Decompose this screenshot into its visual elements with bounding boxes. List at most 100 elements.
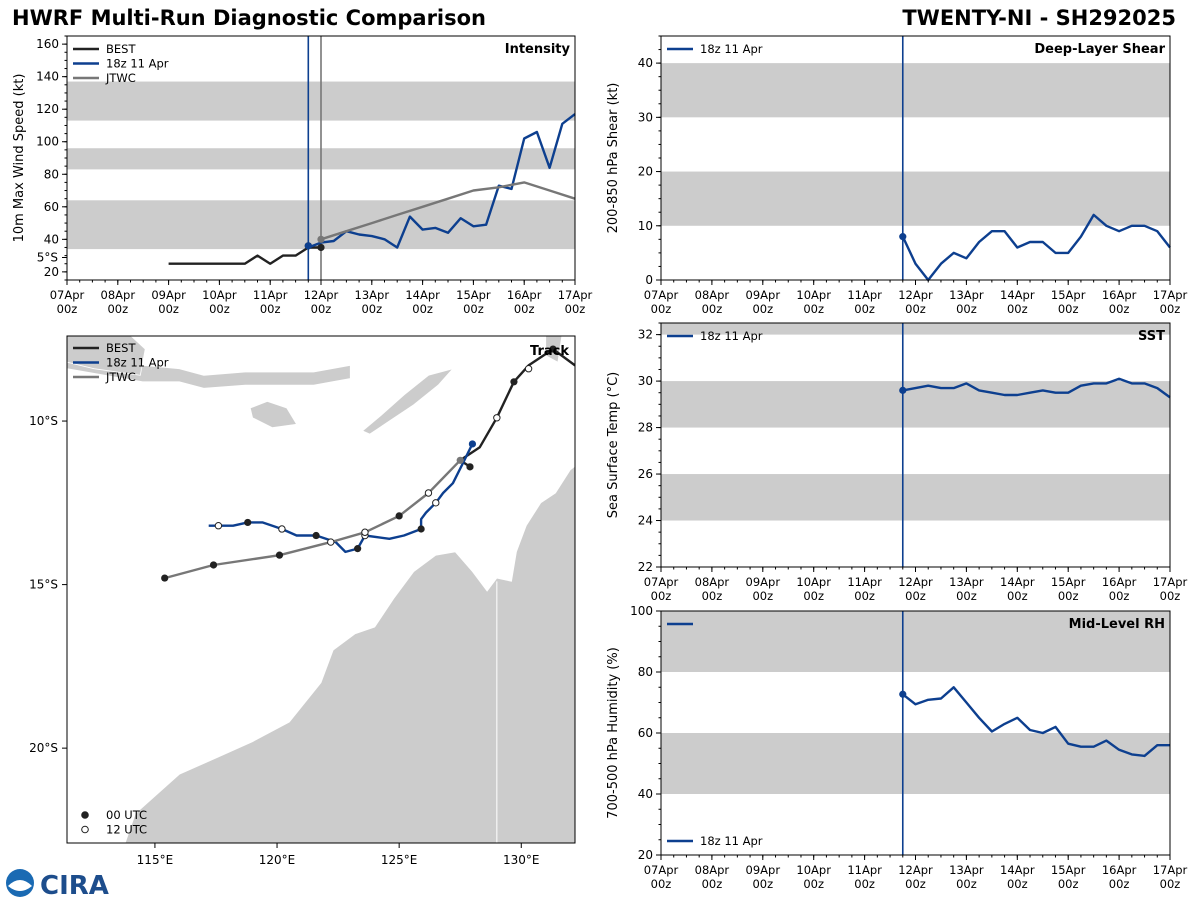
- sst-series-18z-11-apr: [902, 377, 1171, 399]
- intensity-xtick-label: 09Apr: [151, 288, 186, 302]
- sst-legend-label: 18z 11 Apr: [700, 329, 763, 343]
- intensity-ytick-label: 120: [36, 102, 59, 116]
- shear-xtick-label: 00z: [956, 302, 977, 316]
- sst-xtick-label: 13Apr: [949, 575, 984, 589]
- shear-xtick-label: 00z: [752, 302, 773, 316]
- track-marker-1-0: [468, 440, 477, 448]
- shear-panel: 01020304007Apr00z08Apr00z09Apr00z10Apr00…: [606, 35, 1188, 316]
- timor-island: [361, 367, 455, 435]
- track-marker-legend-symbol: [81, 825, 89, 834]
- intensity-xtick-label: 00z: [209, 302, 230, 316]
- cira-logo: CIRA: [6, 869, 109, 900]
- intensity-xtick-label: 14Apr: [405, 288, 440, 302]
- track-ytick-label: 15°S: [29, 578, 58, 592]
- intensity-xtick-label: 00z: [311, 302, 332, 316]
- sst-xtick-label: 00z: [854, 589, 875, 603]
- sst-ylabel: Sea Surface Temp (°C): [606, 372, 621, 519]
- shear-xtick-label: 00z: [803, 302, 824, 316]
- intensity-xtick-label: 00z: [158, 302, 179, 316]
- shear-xtick-label: 13Apr: [949, 288, 984, 302]
- intensity-xtick-label: 00z: [107, 302, 128, 316]
- intensity-xtick-label: 17Apr: [558, 288, 593, 302]
- shear-xtick-label: 09Apr: [746, 288, 781, 302]
- sst-xtick-label: 00z: [1160, 589, 1181, 603]
- shear-xtick-label: 00z: [651, 302, 672, 316]
- rh-xtick-label: 12Apr: [898, 863, 933, 877]
- track-marker-0-3: [493, 414, 501, 422]
- rh-panel: 2040608010007Apr00z08Apr00z09Apr00z10Apr…: [606, 604, 1188, 891]
- rh-xtick-label: 00z: [854, 877, 875, 891]
- sst-ytick-label: 28: [638, 421, 653, 435]
- rh-xtick-label: 09Apr: [746, 863, 781, 877]
- sst-xtick-label: 17Apr: [1153, 575, 1188, 589]
- intensity-xtick-label: 00z: [361, 302, 382, 316]
- track-marker-0-2: [524, 365, 533, 373]
- sst-xtick-label: 00z: [702, 589, 723, 603]
- shear-legend-label: 18z 11 Apr: [700, 42, 763, 56]
- track-jtwc: [164, 459, 462, 580]
- track-marker-2-1: [395, 512, 403, 520]
- shear-ytick-label: 10: [638, 219, 653, 233]
- rh-xtick-label: 17Apr: [1153, 863, 1188, 877]
- shear-title: Deep-Layer Shear: [1034, 42, 1165, 57]
- rh-title: Mid-Level RH: [1069, 617, 1165, 632]
- track-best: [459, 347, 575, 468]
- shear-xtick-label: 00z: [854, 302, 875, 316]
- track-xtick-label: 130°E: [503, 853, 540, 867]
- sst-xtick-label: 00z: [905, 589, 926, 603]
- track-ytick-label: 5°S: [37, 250, 58, 264]
- track-title: Track: [530, 344, 569, 359]
- shear-xtick-label: 17Apr: [1153, 288, 1188, 302]
- intensity-ytick-label: 40: [44, 232, 59, 246]
- shear-xtick-label: 00z: [1007, 302, 1028, 316]
- track-marker-legend-label: 12 UTC: [106, 823, 147, 837]
- track-legend-label: JTWC: [105, 370, 136, 384]
- track-marker-1-8: [214, 522, 223, 530]
- rh-xtick-label: 00z: [1160, 877, 1181, 891]
- intensity-series-jtwc: [320, 181, 576, 241]
- shear-ylabel: 200-850 hPa Shear (kt): [606, 83, 621, 234]
- sst-title: SST: [1138, 329, 1165, 344]
- intensity-ytick-label: 60: [44, 200, 59, 214]
- land-layer: [67, 336, 575, 843]
- rh-xtick-label: 00z: [1058, 877, 1079, 891]
- sst-panel: 22242628303207Apr00z08Apr00z09Apr00z10Ap…: [606, 322, 1188, 603]
- sumba-island: [249, 400, 298, 429]
- track-marker-2-0: [424, 489, 433, 497]
- sst-xtick-label: 11Apr: [847, 575, 882, 589]
- sst-xtick-label: 07Apr: [644, 575, 679, 589]
- intensity-legend-label: JTWC: [105, 71, 136, 85]
- rh-xtick-label: 00z: [1109, 877, 1130, 891]
- intensity-marker-0-1: [317, 243, 325, 252]
- rh-legend-label: 18z 11 Apr: [700, 834, 763, 848]
- sst-xtick-label: 00z: [956, 589, 977, 603]
- rh-ytick-label: 80: [638, 665, 653, 679]
- java-island: [67, 336, 146, 376]
- track-marker-2-4: [275, 551, 284, 559]
- track-marker-legend-symbol: [81, 811, 89, 819]
- track-legend-label: BEST: [106, 341, 136, 355]
- rh-ytick-label: 40: [638, 787, 653, 801]
- intensity-ytick-label: 160: [36, 37, 59, 51]
- sst-xtick-label: 00z: [651, 589, 672, 603]
- rh-xtick-label: 13Apr: [949, 863, 984, 877]
- rh-series-18z-11-apr: [902, 686, 1170, 758]
- shear-xtick-label: 08Apr: [695, 288, 730, 302]
- track-marker-2-3: [327, 538, 335, 546]
- track-marker-0-5: [456, 456, 464, 464]
- rh-ytick-label: 20: [638, 848, 653, 862]
- storm-id-title: TWENTY-NI - SH292025: [902, 6, 1176, 30]
- track-marker-1-6: [278, 525, 286, 533]
- rh-xtick-label: 14Apr: [1000, 863, 1035, 877]
- track-marker-0-0: [549, 345, 557, 353]
- sst-ytick-label: 26: [638, 467, 653, 481]
- rh-xtick-label: 00z: [702, 877, 723, 891]
- intensity-xtick-label: 10Apr: [202, 288, 237, 302]
- track-marker-2-6: [161, 574, 169, 582]
- shear-xtick-label: 00z: [1160, 302, 1181, 316]
- sst-xtick-label: 08Apr: [695, 575, 730, 589]
- rh-xtick-label: 16Apr: [1102, 863, 1137, 877]
- noaa-wave-icon: [8, 880, 32, 891]
- rh-ylabel: 700-500 hPa Humidity (%): [606, 647, 621, 819]
